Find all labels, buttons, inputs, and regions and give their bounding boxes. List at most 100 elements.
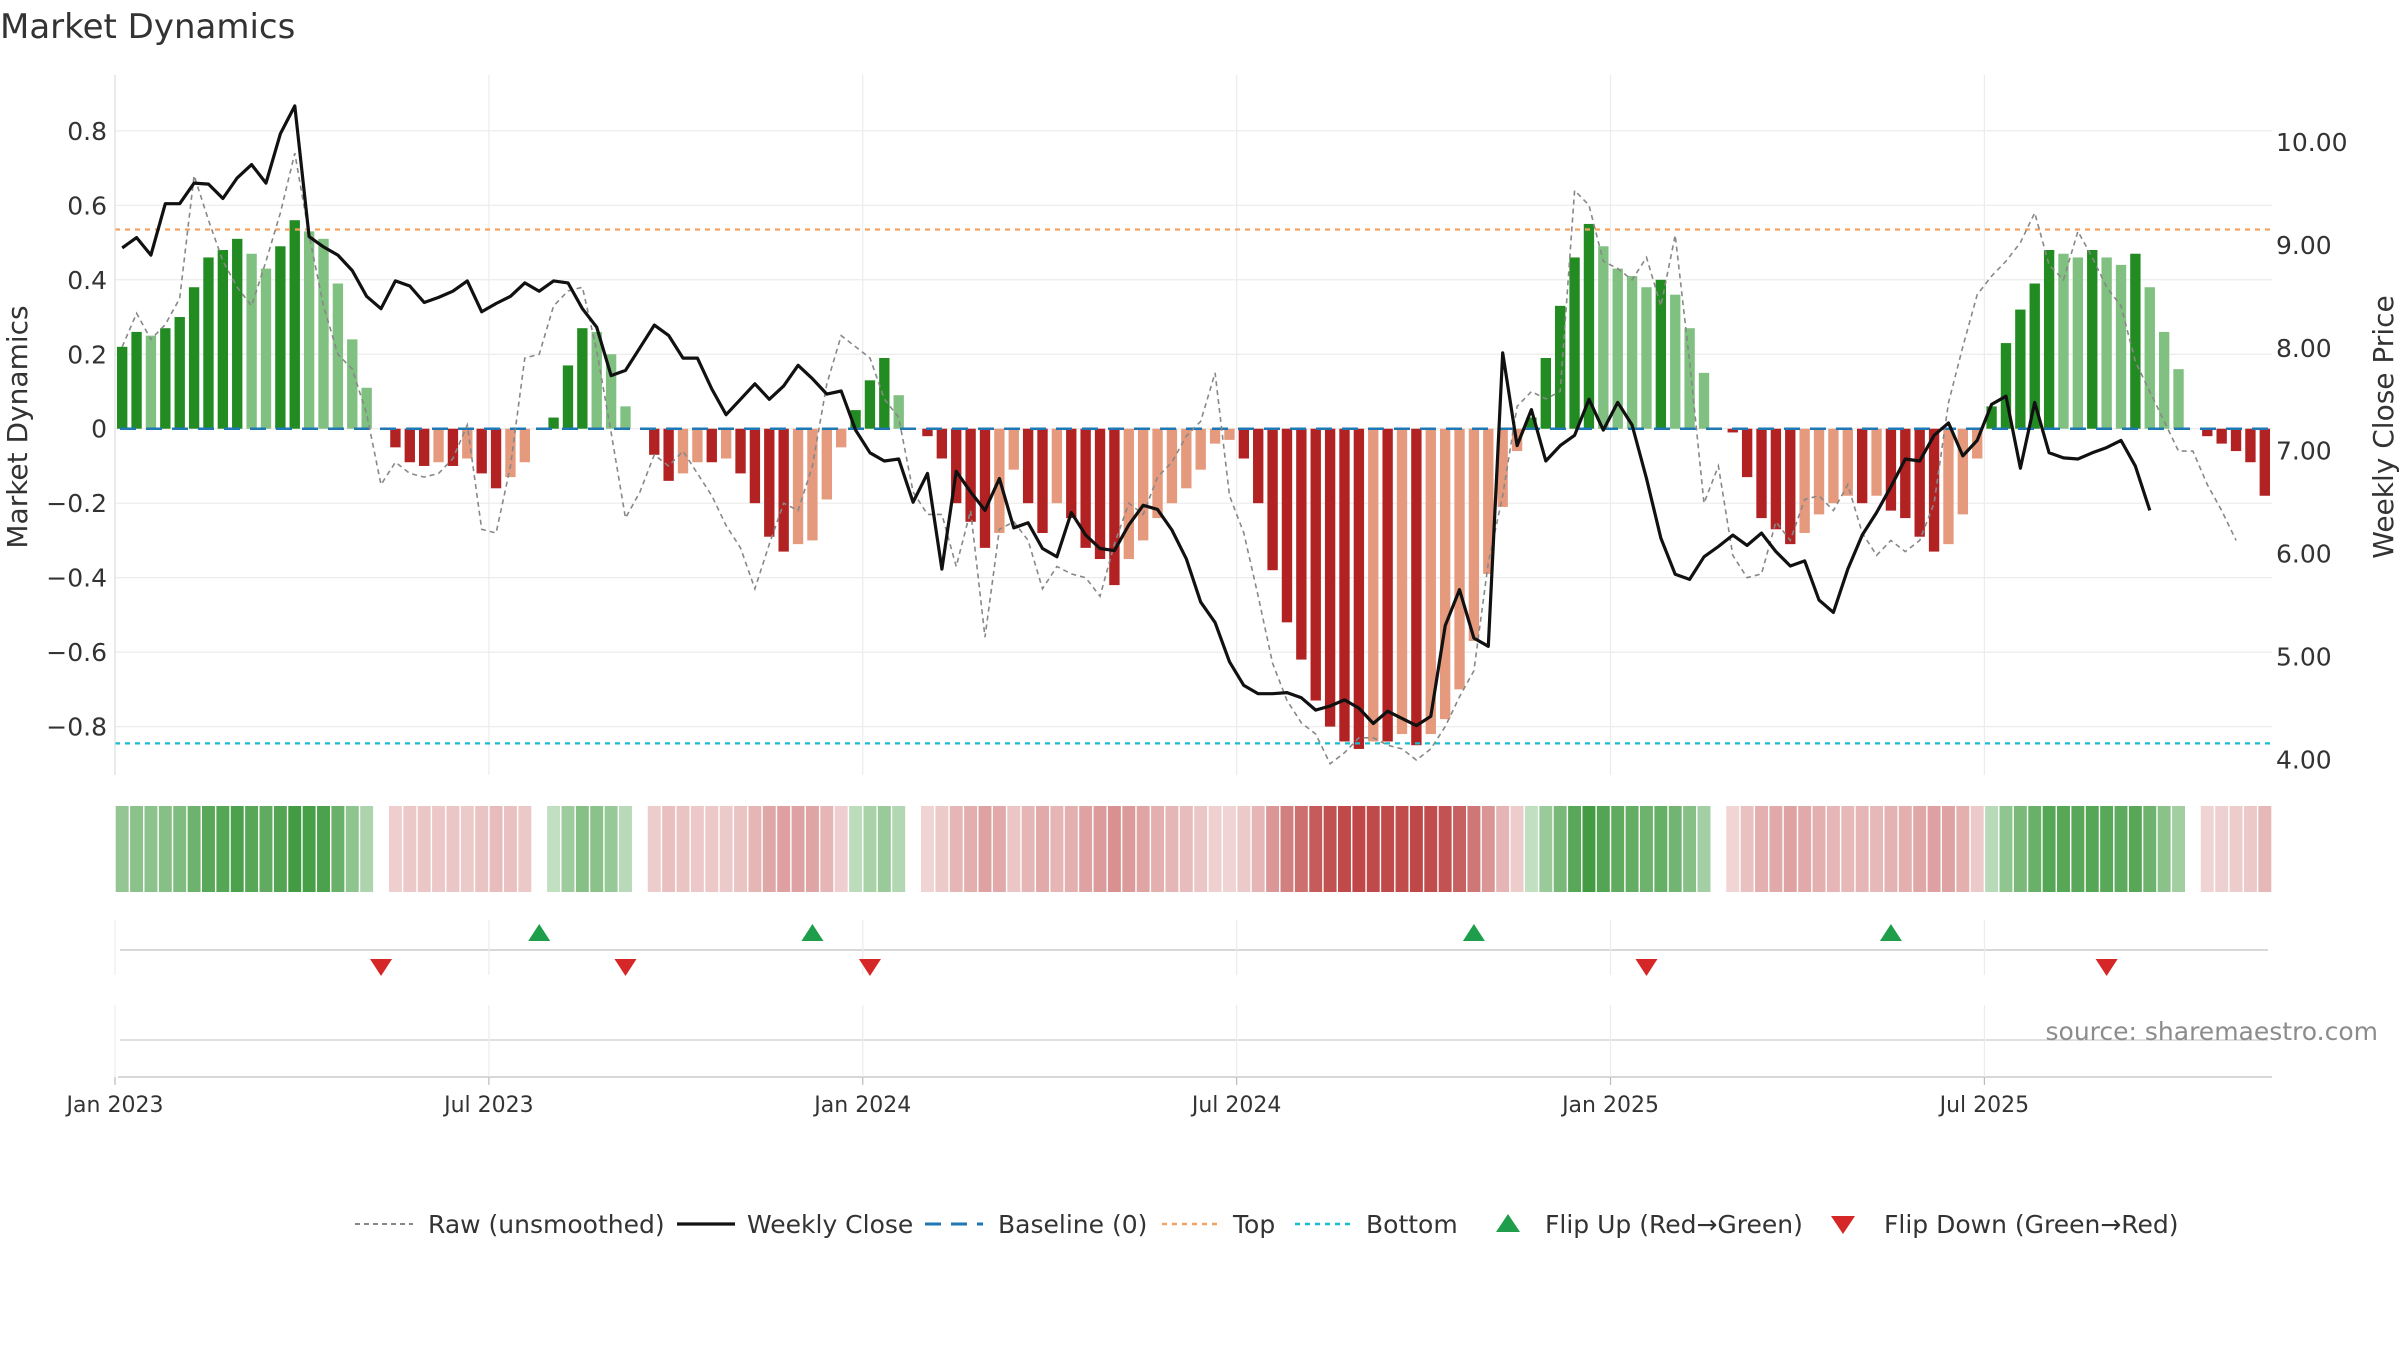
legend-item: Top [1162,1210,1275,1239]
momentum-bar [1439,428,1451,720]
momentum-bar [505,428,516,478]
momentum-bar [447,428,459,466]
regime-cell [1453,806,1467,892]
regime-cell [1596,806,1610,892]
y2-tick-label: 7.00 [2276,437,2332,466]
regime-cell [1855,806,1869,892]
regime-cell [1021,806,1035,892]
momentum-bar [2000,343,2012,429]
regime-cell [1985,806,1999,892]
regime-cell [417,806,431,892]
regime-cell [662,806,676,892]
series-lines [121,104,2237,766]
regime-cell [1582,806,1596,892]
regime-cell [1165,806,1179,892]
regime-cell [1639,806,1653,892]
momentum-bar [1238,428,1250,459]
momentum-bar [2029,283,2040,429]
regime-cell [1438,806,1452,892]
regime-cell [1481,806,1495,892]
regime-cell [360,806,374,892]
momentum-bar [174,317,185,429]
momentum-bar [1972,428,1983,459]
flip-down-marker [2095,959,2118,976]
regime-cell [1898,806,1912,892]
momentum-bar [246,253,257,429]
flip-up-marker [1879,924,1902,941]
momentum-bar [692,428,703,463]
regime-cell [1568,806,1582,892]
flip-up-marker [801,924,824,941]
regime-cell [1079,806,1093,892]
regime-cell [432,806,446,892]
legend-label: Flip Up (Red→Green) [1545,1210,1803,1239]
y-tick-label: 0.2 [67,340,107,369]
momentum-bar [260,268,272,429]
regime-cell [619,806,632,892]
regime-cell [1366,806,1380,892]
x-tick-label: Jul 2023 [442,1093,534,1118]
y-tick-label: −0.4 [46,564,107,593]
momentum-bar [1770,428,1782,530]
momentum-bar [203,257,214,429]
momentum-bar [347,339,358,429]
y-tick-label: −0.2 [46,489,107,518]
momentum-bar [1137,428,1149,541]
regime-cell [705,806,719,892]
momentum-bar [117,346,128,429]
legend-item: Weekly Close [677,1210,913,1239]
legend-label: Bottom [1366,1210,1458,1239]
momentum-bar [275,246,286,429]
momentum-bar [433,428,444,463]
regime-cell [1222,806,1236,892]
regime-cell [777,806,791,892]
source-label: source: sharemaestro.com [2046,1017,2379,1046]
regime-cell [1424,806,1438,892]
weekly-close-line [121,104,2152,728]
momentum-bar [706,428,717,463]
momentum-bar [879,357,890,429]
momentum-bar [1914,428,1925,537]
regime-cell [1654,806,1668,892]
momentum-bar [2216,428,2227,444]
regime-cell [388,806,402,892]
momentum-bar [1209,428,1221,444]
legend-label: Top [1232,1210,1275,1239]
momentum-bar [2087,250,2098,429]
regime-cell [820,806,834,892]
momentum-bar [418,428,430,466]
momentum-bar [778,428,789,552]
regime-cell [374,806,388,892]
momentum-bar [2115,264,2127,429]
regime-cell [1409,806,1423,892]
momentum-bar [1080,428,1091,548]
regime-cell [992,806,1006,892]
flip-up-marker [1462,924,1485,941]
regime-cell [2128,806,2142,892]
regime-cell [1927,806,1941,892]
momentum-bar [1267,428,1278,571]
momentum-bar [1900,428,1911,519]
momentum-bar [951,428,962,504]
momentum-bar [2259,428,2270,496]
momentum-bar [1540,357,1551,429]
regime-cell [2157,806,2171,892]
regime-cell [460,806,474,892]
momentum-bars [117,220,2270,749]
regime-cell [115,806,129,892]
regime-cell [805,806,819,892]
regime-cell [1251,806,1265,892]
momentum-bar [1928,428,1940,552]
legend-label: Weekly Close [747,1210,913,1239]
regime-cell [1050,806,1064,892]
legend-item: Flip Up (Red→Green) [1496,1210,1803,1239]
regime-cell [647,806,661,892]
momentum-bar [1396,428,1408,735]
regime-cell [245,806,259,892]
momentum-bar [677,428,689,474]
momentum-bar [2015,309,2026,429]
regime-cell [2143,806,2157,892]
y-axis-label: Market Dynamics [1,305,34,548]
regime-cell [1338,806,1351,892]
